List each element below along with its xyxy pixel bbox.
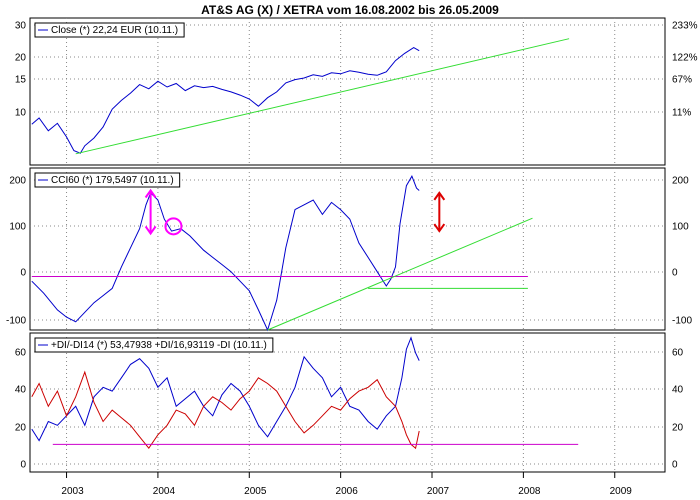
series-line-di bbox=[31, 370, 420, 450]
y-tick-left: 15 bbox=[15, 75, 27, 86]
series-line-di bbox=[31, 336, 420, 442]
annotation-arrow-head bbox=[144, 188, 157, 199]
annotation-arrow-head bbox=[433, 223, 446, 233]
chart-title: AT&S AG (X) / XETRA vom 16.08.2002 bis 2… bbox=[201, 3, 499, 17]
x-tick-label: 2005 bbox=[244, 486, 267, 497]
y-tick-left: -100 bbox=[6, 316, 26, 327]
x-tick-label: 2008 bbox=[518, 486, 541, 497]
y-tick-right: 67% bbox=[672, 75, 692, 86]
y-tick-right: -100 bbox=[672, 316, 692, 327]
y-tick-right: 11% bbox=[672, 108, 691, 119]
legend-box bbox=[34, 337, 274, 353]
x-tick-label: 2004 bbox=[153, 486, 176, 497]
legend-label: Close (*) 22,24 EUR (10.11.) bbox=[51, 25, 178, 36]
y-tick-right: 0 bbox=[672, 460, 678, 471]
panel-1: 30 20 15 10 233% 122% 67% 11% Close (*) 22,24 EU… bbox=[15, 17, 698, 166]
y-tick-right: 0 bbox=[672, 268, 678, 279]
y-tick-left: 60 bbox=[15, 348, 27, 359]
y-tick-left: 20 bbox=[15, 423, 27, 434]
y-tick-right: 60 bbox=[672, 348, 684, 359]
y-tick-right: 233% bbox=[672, 21, 698, 32]
x-tick-label: 2003 bbox=[61, 486, 84, 497]
series-line-s2 bbox=[267, 217, 533, 331]
x-tick-label: 2007 bbox=[427, 486, 450, 497]
y-tick-left: 20 bbox=[15, 53, 27, 64]
annotation-arrow-head bbox=[144, 225, 157, 236]
legend-box bbox=[34, 172, 181, 188]
x-tick-label: 2006 bbox=[336, 486, 359, 497]
series-line-s0 bbox=[31, 47, 420, 154]
panel-frame bbox=[29, 167, 666, 331]
panel-frame bbox=[29, 17, 666, 166]
y-tick-right: 122% bbox=[672, 53, 698, 64]
y-tick-left: 30 bbox=[15, 21, 27, 32]
y-tick-left: 200 bbox=[9, 176, 26, 187]
panel-3: 60 40 20 0 60 40 20 0 +DI/-DI14 (*) 53,47938 +DI… bbox=[15, 332, 684, 473]
legend-label: CCI60 (*) 179,5497 (10.11.) bbox=[51, 175, 174, 186]
panels: 30 20 15 10 233% 122% 67% 11% Close (*) 22,24 EU… bbox=[6, 17, 698, 473]
y-tick-right: 40 bbox=[672, 385, 684, 396]
annotation-circle bbox=[164, 217, 183, 236]
y-tick-left: 10 bbox=[15, 108, 27, 119]
y-tick-right: 200 bbox=[672, 176, 689, 187]
x-tick-label: 2009 bbox=[610, 486, 633, 497]
x-axis: 2003 2004 2005 2006 2007 2008 2009 bbox=[61, 472, 632, 497]
panel-2: 200 100 0 -100 200 100 0 -100 CCI60 (*) 179,5497… bbox=[6, 167, 692, 332]
y-tick-left: 0 bbox=[20, 460, 26, 471]
series-line-s1 bbox=[75, 38, 570, 155]
legend-label: +DI/-DI14 (*) 53,47938 +DI/16,93119 -DI … bbox=[51, 340, 267, 351]
y-tick-right: 20 bbox=[672, 423, 684, 434]
legend-box bbox=[34, 22, 185, 38]
y-tick-left: 40 bbox=[15, 385, 27, 396]
annotation-arrow-head bbox=[433, 191, 446, 201]
y-tick-left: 0 bbox=[20, 268, 26, 279]
y-tick-right: 100 bbox=[672, 222, 689, 233]
y-tick-left: 100 bbox=[9, 222, 26, 233]
